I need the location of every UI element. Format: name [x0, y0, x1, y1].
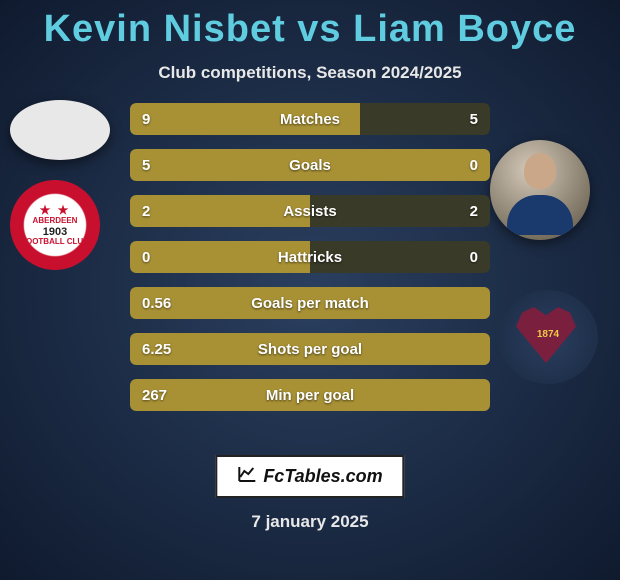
stat-bar: 9 5 Matches: [130, 103, 490, 135]
date-label: 7 january 2025: [251, 512, 368, 532]
bar-fill-right: [310, 195, 490, 227]
stat-value-left: 5: [142, 157, 150, 174]
stat-bar: 2 2 Assists: [130, 195, 490, 227]
stat-value-right: 5: [470, 111, 478, 128]
stat-value-left: 0.56: [142, 295, 171, 312]
stat-label: Shots per goal: [258, 341, 362, 358]
stat-bar: 0.56 Goals per match: [130, 287, 490, 319]
stat-bar: 267 Min per goal: [130, 379, 490, 411]
stat-label: Assists: [283, 203, 336, 220]
stat-label: Hattricks: [278, 249, 342, 266]
subtitle: Club competitions, Season 2024/2025: [0, 63, 620, 83]
stat-bar: 5 0 Goals: [130, 149, 490, 181]
stats-container: 9 5 Matches 5 0 Goals 2 2 Assists 0 0 Hattricks 0.56…: [0, 103, 620, 411]
stat-bar: 0 0 Hattricks: [130, 241, 490, 273]
chart-icon: [237, 465, 257, 488]
stat-label: Goals: [289, 157, 331, 174]
footer-brand-text: FcTables.com: [263, 466, 382, 487]
stat-value-right: 2: [470, 203, 478, 220]
stat-label: Goals per match: [251, 295, 369, 312]
page-title: Kevin Nisbet vs Liam Boyce: [0, 0, 620, 51]
stat-value-left: 267: [142, 387, 167, 404]
stat-value-right: 0: [470, 157, 478, 174]
stat-label: Min per goal: [266, 387, 354, 404]
stat-value-left: 6.25: [142, 341, 171, 358]
stat-value-left: 0: [142, 249, 150, 266]
stat-value-left: 2: [142, 203, 150, 220]
stat-value-right: 0: [470, 249, 478, 266]
stat-value-left: 9: [142, 111, 150, 128]
stat-bars: 9 5 Matches 5 0 Goals 2 2 Assists 0 0 Hattricks 0.56…: [130, 103, 490, 411]
footer-brand: FcTables.com: [215, 455, 404, 498]
stat-bar: 6.25 Shots per goal: [130, 333, 490, 365]
stat-label: Matches: [280, 111, 340, 128]
